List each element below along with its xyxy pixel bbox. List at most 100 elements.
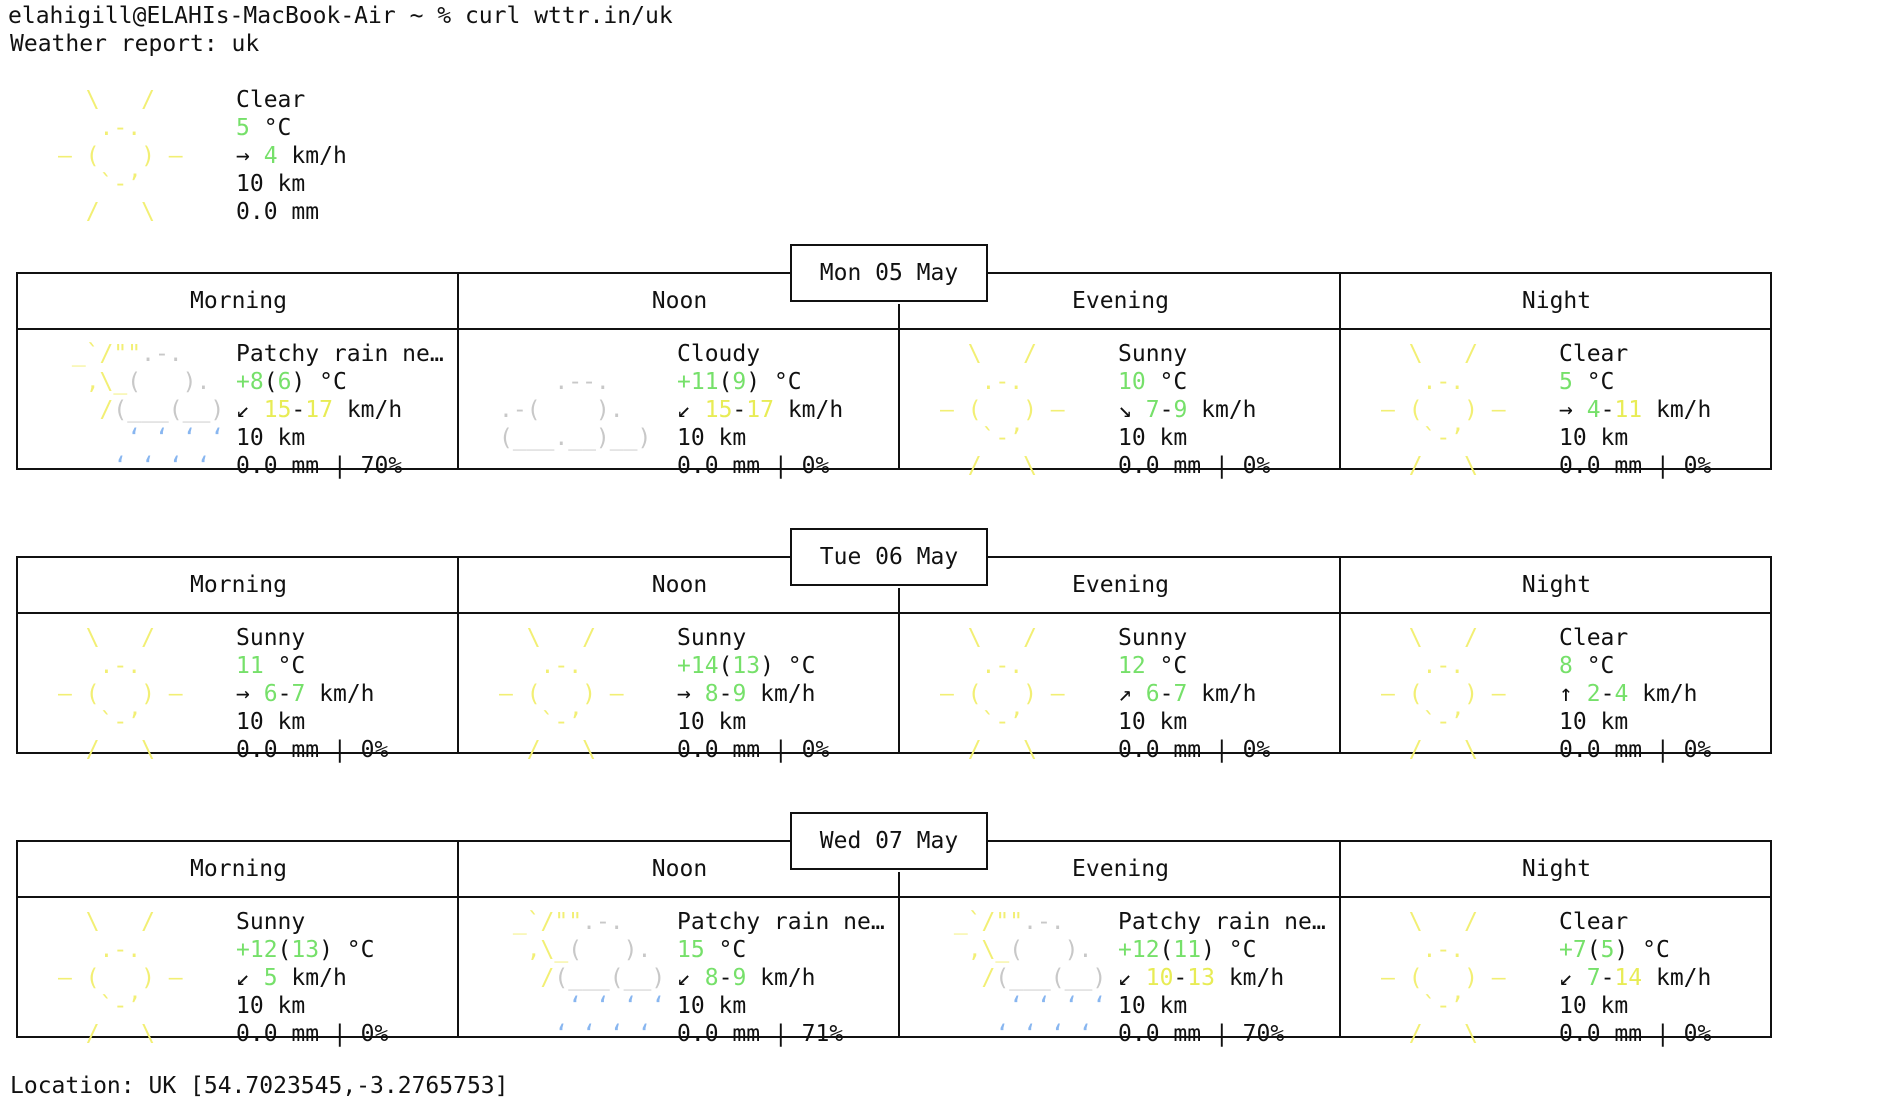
- column-divider: [1339, 558, 1341, 754]
- forecast-cell: \ / .-. ― ( ) ― `-’ / \ Clear +7(5) °C ↙ 7-1…: [1341, 898, 1772, 1047]
- sun-icon: \ / .-. ― ( ) ― `-’ / \: [58, 625, 183, 763]
- forecast-temperature: +14(13) °C: [677, 653, 816, 679]
- forecast-temperature: +12(13) °C: [236, 937, 375, 963]
- forecast-info: Sunny 12 °C ↗ 6-7 km/h 10 km 0.0 mm | 0%: [1118, 624, 1270, 764]
- rain-cloud-icon: _`/"".-. ,\_( ). /(___(__) ‘ ‘ ‘ ‘ ‘ ‘ ‘…: [499, 909, 666, 1047]
- forecast-wind: ↗ 6-7 km/h: [1118, 681, 1257, 707]
- forecast-visibility: 10 km: [677, 993, 747, 1019]
- period-header-noon: Noon: [651, 288, 708, 314]
- period-header-night: Night: [1521, 288, 1592, 314]
- cloud-icon: .--. .-( ). (___.__)__): [499, 369, 652, 451]
- forecast-cell: \ / .-. ― ( ) ― `-’ / \ Sunny +14(13) °C → 8…: [459, 614, 900, 763]
- forecast-precipitation: 0.0 mm | 0%: [1559, 1021, 1712, 1047]
- forecast-wind: ↙ 8-9 km/h: [677, 965, 816, 991]
- forecast-info: Sunny 11 °C → 6-7 km/h 10 km 0.0 mm | 0%: [236, 624, 388, 764]
- period-header-evening: Evening: [1072, 288, 1169, 314]
- forecast-visibility: 10 km: [677, 425, 747, 451]
- forecast-temperature: +7(5) °C: [1559, 937, 1670, 963]
- forecast-cell: \ / .-. ― ( ) ― `-’ / \ Sunny 11 °C → 6-7 km…: [18, 614, 459, 763]
- forecast-condition: Sunny: [677, 625, 747, 651]
- forecast-wind: ↘ 7-9 km/h: [1118, 397, 1257, 423]
- period-header-morning: Morning: [190, 288, 287, 314]
- forecast-condition: Clear: [1559, 909, 1629, 935]
- forecast-temperature: 8 °C: [1559, 653, 1615, 679]
- forecast-day-2: Morning Noon Evening Night \ / .-. ― ( ) ― `…: [16, 812, 1772, 1047]
- forecast-condition: Patchy rain ne…: [236, 341, 444, 367]
- forecast-cell: _`/"".-. ,\_( ). /(___(__) ‘ ‘ ‘ ‘ ‘ ‘ ‘…: [459, 898, 900, 1047]
- column-divider: [1339, 274, 1341, 470]
- forecast-condition: Clear: [1559, 341, 1629, 367]
- forecast-cell: .--. .-( ). (___.__)__) Cloudy +11(9) °C ↙ 15…: [459, 330, 900, 479]
- period-header-noon: Noon: [651, 572, 708, 598]
- forecast-cell: _`/"".-. ,\_( ). /(___(__) ‘ ‘ ‘ ‘ ‘ ‘ ‘…: [900, 898, 1341, 1047]
- forecast-condition: Sunny: [1118, 625, 1188, 651]
- forecast-visibility: 10 km: [677, 709, 747, 735]
- forecast-visibility: 10 km: [1559, 709, 1629, 735]
- rain-cloud-icon: _`/"".-. ,\_( ). /(___(__) ‘ ‘ ‘ ‘ ‘ ‘ ‘…: [58, 341, 225, 479]
- forecast-precipitation: 0.0 mm | 0%: [236, 737, 389, 763]
- forecast-temperature: +8(6) °C: [236, 369, 347, 395]
- forecast-wind: ↙ 15-17 km/h: [677, 397, 844, 423]
- forecast-temperature: 11 °C: [236, 653, 306, 679]
- sun-icon: \ / .-. ― ( ) ― `-’ / \: [940, 341, 1065, 479]
- forecast-info: Clear 8 °C ↑ 2-4 km/h 10 km 0.0 mm | 0%: [1559, 624, 1711, 764]
- forecast-info: Sunny 10 °C ↘ 7-9 km/h 10 km 0.0 mm | 0%: [1118, 340, 1270, 480]
- forecast-wind: ↙ 7-14 km/h: [1559, 965, 1712, 991]
- forecast-precipitation: 0.0 mm | 0%: [1559, 453, 1712, 479]
- forecast-table: Morning Noon Evening Night _`/"".-. ,\_( ).…: [16, 272, 1772, 479]
- forecast-cell: \ / .-. ― ( ) ― `-’ / \ Clear 5 °C → 4-11 km…: [1341, 330, 1772, 479]
- forecast-condition: Sunny: [1118, 341, 1188, 367]
- forecast-temperature: +11(9) °C: [677, 369, 802, 395]
- sun-icon: \ / .-. ― ( ) ― `-’ / \: [58, 909, 183, 1047]
- forecast-info: Clear +7(5) °C ↙ 7-14 km/h 10 km 0.0 mm | 0%: [1559, 908, 1711, 1048]
- sun-icon: \ / .-. ― ( ) ― `-’ / \: [499, 625, 624, 763]
- forecast-precipitation: 0.0 mm | 0%: [1559, 737, 1712, 763]
- forecast-condition: Patchy rain ne…: [1118, 909, 1326, 935]
- current-temperature: 5 °C: [236, 115, 292, 141]
- forecast-visibility: 10 km: [1118, 425, 1188, 451]
- forecast-temperature: +12(11) °C: [1118, 937, 1257, 963]
- rain-cloud-icon: _`/"".-. ,\_( ). /(___(__) ‘ ‘ ‘ ‘ ‘ ‘ ‘…: [940, 909, 1107, 1047]
- period-header-morning: Morning: [190, 856, 287, 882]
- forecast-day-1: Morning Noon Evening Night \ / .-. ― ( ) ― `…: [16, 528, 1772, 763]
- period-header-row: Morning Noon Evening Night: [18, 842, 1770, 898]
- forecast-temperature: 12 °C: [1118, 653, 1188, 679]
- current-sun-icon: \ / .-. ― ( ) ― `-’ / \: [58, 87, 183, 225]
- forecast-wind: → 4-11 km/h: [1559, 397, 1712, 423]
- forecast-condition: Clear: [1559, 625, 1629, 651]
- period-header-noon: Noon: [651, 856, 708, 882]
- forecast-wind: ↙ 5 km/h: [236, 965, 347, 991]
- forecast-condition: Patchy rain ne…: [677, 909, 885, 935]
- sun-icon: \ / .-. ― ( ) ― `-’ / \: [1381, 625, 1506, 763]
- day-date-label: Wed 07 May: [790, 812, 988, 870]
- forecast-visibility: 10 km: [1559, 425, 1629, 451]
- forecast-cell: \ / .-. ― ( ) ― `-’ / \ Sunny 10 °C ↘ 7-9 km…: [900, 330, 1341, 479]
- period-header-row: Morning Noon Evening Night: [18, 558, 1770, 614]
- forecast-cell: \ / .-. ― ( ) ― `-’ / \ Sunny +12(13) °C ↙ 5…: [18, 898, 459, 1047]
- forecast-precipitation: 0.0 mm | 0%: [1118, 737, 1271, 763]
- forecast-precipitation: 0.0 mm | 0%: [677, 453, 830, 479]
- forecast-table: Morning Noon Evening Night \ / .-. ― ( ) ― `…: [16, 840, 1772, 1047]
- column-divider: [1339, 842, 1341, 1038]
- forecast-info: Patchy rain ne… +12(11) °C ↙ 10-13 km/h 10 …: [1118, 908, 1326, 1048]
- forecast-wind: ↑ 2-4 km/h: [1559, 681, 1698, 707]
- column-divider: [898, 872, 900, 1038]
- forecast-condition: Sunny: [236, 625, 306, 651]
- forecast-visibility: 10 km: [236, 709, 306, 735]
- forecast-precipitation: 0.0 mm | 70%: [1118, 1021, 1285, 1047]
- period-header-morning: Morning: [190, 572, 287, 598]
- period-header-evening: Evening: [1072, 856, 1169, 882]
- forecast-precipitation: 0.0 mm | 70%: [236, 453, 403, 479]
- period-header-row: Morning Noon Evening Night: [18, 274, 1770, 330]
- forecast-info: Sunny +14(13) °C → 8-9 km/h 10 km 0.0 mm | 0…: [677, 624, 829, 764]
- forecast-cell: \ / .-. ― ( ) ― `-’ / \ Sunny 12 °C ↗ 6-7 km…: [900, 614, 1341, 763]
- column-divider: [898, 304, 900, 470]
- forecast-visibility: 10 km: [236, 425, 306, 451]
- forecast-day-0: Morning Noon Evening Night _`/"".-. ,\_( ).…: [16, 244, 1772, 479]
- location-line: Location: UK [54.7023545,-3.2765753]: [10, 1073, 509, 1099]
- forecast-cell: \ / .-. ― ( ) ― `-’ / \ Clear 8 °C ↑ 2-4 km/…: [1341, 614, 1772, 763]
- column-divider: [457, 558, 459, 754]
- forecast-info: Patchy rain ne… +8(6) °C ↙ 15-17 km/h 10 km…: [236, 340, 444, 480]
- day-date-label: Mon 05 May: [790, 244, 988, 302]
- forecast-temperature: 10 °C: [1118, 369, 1188, 395]
